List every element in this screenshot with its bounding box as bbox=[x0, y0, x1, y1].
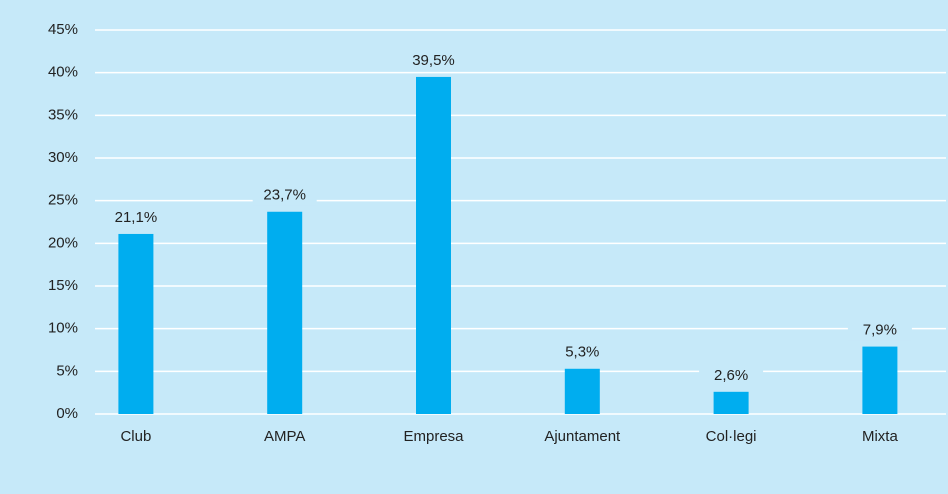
value-label-bg bbox=[103, 207, 168, 228]
y-tick-label: 35% bbox=[48, 106, 78, 123]
bar bbox=[713, 391, 749, 414]
y-tick-label: 30% bbox=[48, 149, 78, 166]
x-tick-label: Empresa bbox=[403, 428, 464, 445]
value-label: 2,6% bbox=[714, 367, 748, 384]
value-label: 5,3% bbox=[565, 344, 599, 361]
value-label: 7,9% bbox=[863, 322, 897, 339]
value-label: 21,1% bbox=[115, 209, 158, 226]
y-tick-label: 10% bbox=[48, 320, 78, 337]
value-label-bg bbox=[401, 50, 466, 71]
x-tick-label: Ajuntament bbox=[544, 428, 621, 445]
x-tick-label: Mixta bbox=[862, 428, 898, 445]
y-tick-label: 25% bbox=[48, 192, 78, 209]
x-tick-label: AMPA bbox=[264, 428, 305, 445]
value-label-bg bbox=[699, 365, 764, 386]
bar bbox=[118, 233, 154, 414]
bar bbox=[862, 346, 898, 414]
value-label: 23,7% bbox=[263, 187, 306, 204]
value-label-bg bbox=[252, 185, 317, 206]
y-tick-label: 0% bbox=[56, 405, 78, 422]
y-tick-label: 20% bbox=[48, 234, 78, 251]
x-tick-label: Col·legi bbox=[706, 428, 757, 445]
x-tick-label: Club bbox=[120, 428, 151, 445]
value-label-bg bbox=[847, 320, 912, 341]
bar bbox=[416, 76, 451, 414]
value-label-bg bbox=[550, 342, 615, 363]
y-tick-label: 15% bbox=[48, 277, 78, 294]
y-tick-label: 40% bbox=[48, 64, 78, 81]
bar bbox=[267, 211, 303, 414]
value-label: 39,5% bbox=[412, 52, 455, 69]
bar bbox=[564, 368, 600, 414]
y-tick-label: 5% bbox=[56, 362, 78, 379]
y-tick-label: 45% bbox=[48, 21, 78, 38]
